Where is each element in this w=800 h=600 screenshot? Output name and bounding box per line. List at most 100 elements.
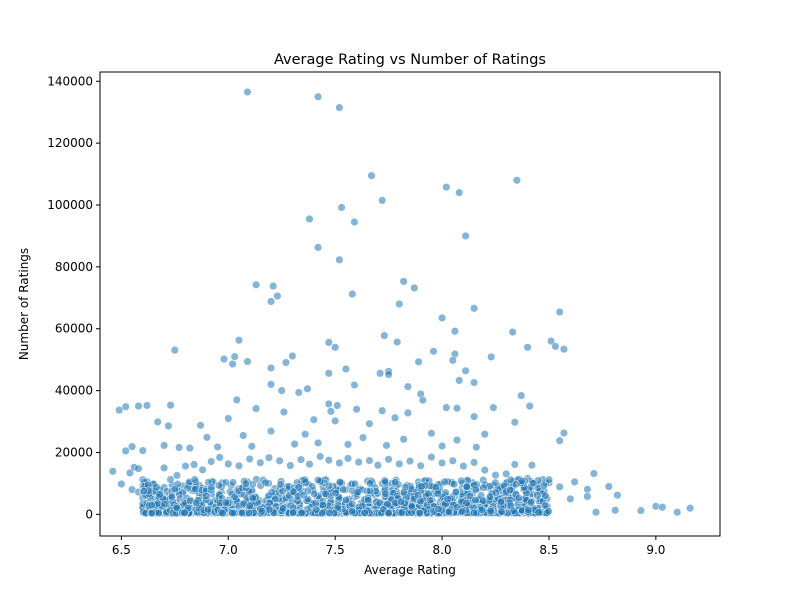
data-point — [266, 380, 276, 389]
data-point — [462, 499, 471, 508]
data-point — [303, 384, 312, 393]
data-point — [153, 417, 162, 426]
data-point — [604, 482, 613, 491]
data-point — [636, 506, 645, 515]
data-point — [427, 429, 436, 438]
data-point — [613, 491, 622, 500]
data-point — [313, 475, 323, 485]
data-point — [547, 337, 556, 346]
data-point — [487, 352, 496, 361]
data-point — [214, 481, 223, 490]
data-point — [413, 491, 422, 500]
data-point — [555, 307, 564, 317]
data-point — [296, 455, 306, 464]
data-point — [289, 508, 298, 517]
data-point — [395, 459, 404, 468]
data-point — [244, 509, 253, 518]
data-point — [505, 485, 515, 494]
data-point — [403, 382, 412, 391]
data-point — [395, 299, 404, 309]
data-point — [415, 509, 424, 518]
data-point — [170, 485, 179, 494]
data-point — [410, 283, 419, 292]
data-point — [343, 440, 353, 449]
data-point — [243, 357, 252, 366]
data-point — [207, 483, 216, 492]
data-point — [544, 475, 554, 484]
data-point — [470, 304, 479, 313]
data-point — [559, 345, 568, 354]
data-point — [471, 485, 480, 494]
data-point — [444, 507, 454, 516]
data-point — [496, 498, 505, 507]
data-point — [491, 478, 500, 487]
data-point — [277, 386, 286, 395]
data-point — [523, 343, 532, 352]
data-point — [275, 456, 284, 465]
data-point — [234, 336, 244, 345]
data-point — [238, 509, 247, 518]
data-point — [486, 507, 495, 516]
data-point — [324, 399, 333, 408]
data-point — [416, 461, 425, 470]
data-point — [485, 492, 495, 501]
data-point — [533, 491, 542, 500]
data-point — [314, 92, 323, 101]
x-tick-label: 8.5 — [539, 543, 558, 557]
y-tick-label: 100000 — [47, 198, 93, 212]
data-point — [142, 401, 152, 410]
data-point — [213, 442, 222, 451]
plot-frame — [99, 71, 721, 537]
data-point — [312, 505, 321, 514]
data-point — [418, 396, 427, 405]
data-point — [480, 430, 489, 439]
points-layer — [108, 88, 695, 518]
data-point — [278, 504, 288, 513]
data-point — [341, 495, 351, 505]
data-point — [399, 277, 408, 286]
data-point — [465, 491, 475, 500]
y-tick-label: 120000 — [47, 136, 93, 150]
data-point — [384, 455, 393, 464]
data-point — [566, 494, 575, 503]
data-point — [324, 481, 333, 490]
data-point — [166, 475, 175, 484]
data-point — [281, 358, 291, 367]
data-point — [398, 508, 407, 517]
data-point — [350, 479, 359, 488]
data-point — [336, 478, 345, 487]
data-point — [341, 364, 350, 374]
data-point — [139, 487, 148, 496]
data-point — [267, 488, 276, 497]
data-point — [448, 456, 457, 465]
y-tick-label: 20000 — [55, 445, 93, 459]
data-point — [525, 402, 534, 411]
data-point — [427, 453, 436, 462]
data-point — [221, 498, 230, 507]
data-point — [686, 504, 695, 513]
data-point — [479, 483, 488, 492]
data-point — [175, 443, 184, 452]
y-tick-label: 0 — [85, 507, 93, 521]
data-point — [510, 418, 519, 427]
data-point — [181, 462, 190, 471]
data-point — [365, 456, 374, 465]
data-point — [309, 415, 318, 424]
data-point — [378, 406, 387, 415]
data-point — [167, 493, 176, 502]
data-point — [360, 508, 369, 517]
data-point — [381, 489, 390, 498]
data-point — [450, 480, 459, 489]
data-point — [273, 291, 282, 301]
data-point — [289, 487, 298, 496]
data-point — [583, 492, 592, 501]
data-point — [438, 313, 447, 322]
data-point — [479, 496, 488, 505]
data-point — [426, 496, 435, 505]
y-tick-label: 140000 — [47, 74, 93, 88]
data-point — [472, 443, 481, 452]
x-tick-label: 9.0 — [646, 543, 665, 557]
data-point — [230, 492, 239, 501]
data-point — [512, 176, 521, 185]
data-point — [160, 441, 169, 450]
